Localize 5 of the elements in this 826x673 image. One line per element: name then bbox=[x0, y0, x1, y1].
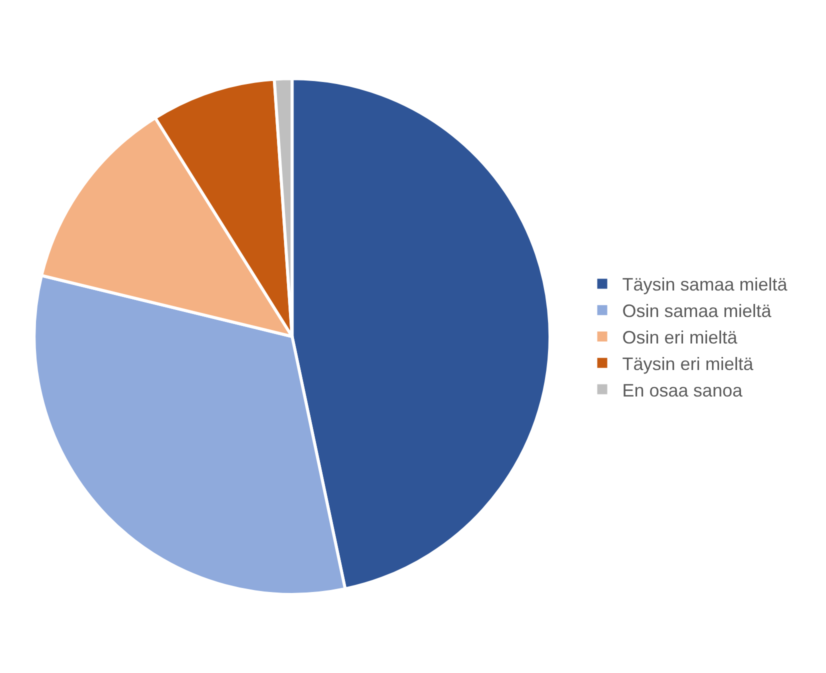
legend-label: Osin samaa mieltä bbox=[622, 301, 772, 322]
legend-label: Täysin eri mieltä bbox=[622, 354, 754, 374]
legend-label: Täysin samaa mieltä bbox=[622, 274, 788, 295]
legend-label: Osin eri mieltä bbox=[622, 328, 738, 348]
legend-label: En osaa sanoa bbox=[622, 380, 744, 400]
